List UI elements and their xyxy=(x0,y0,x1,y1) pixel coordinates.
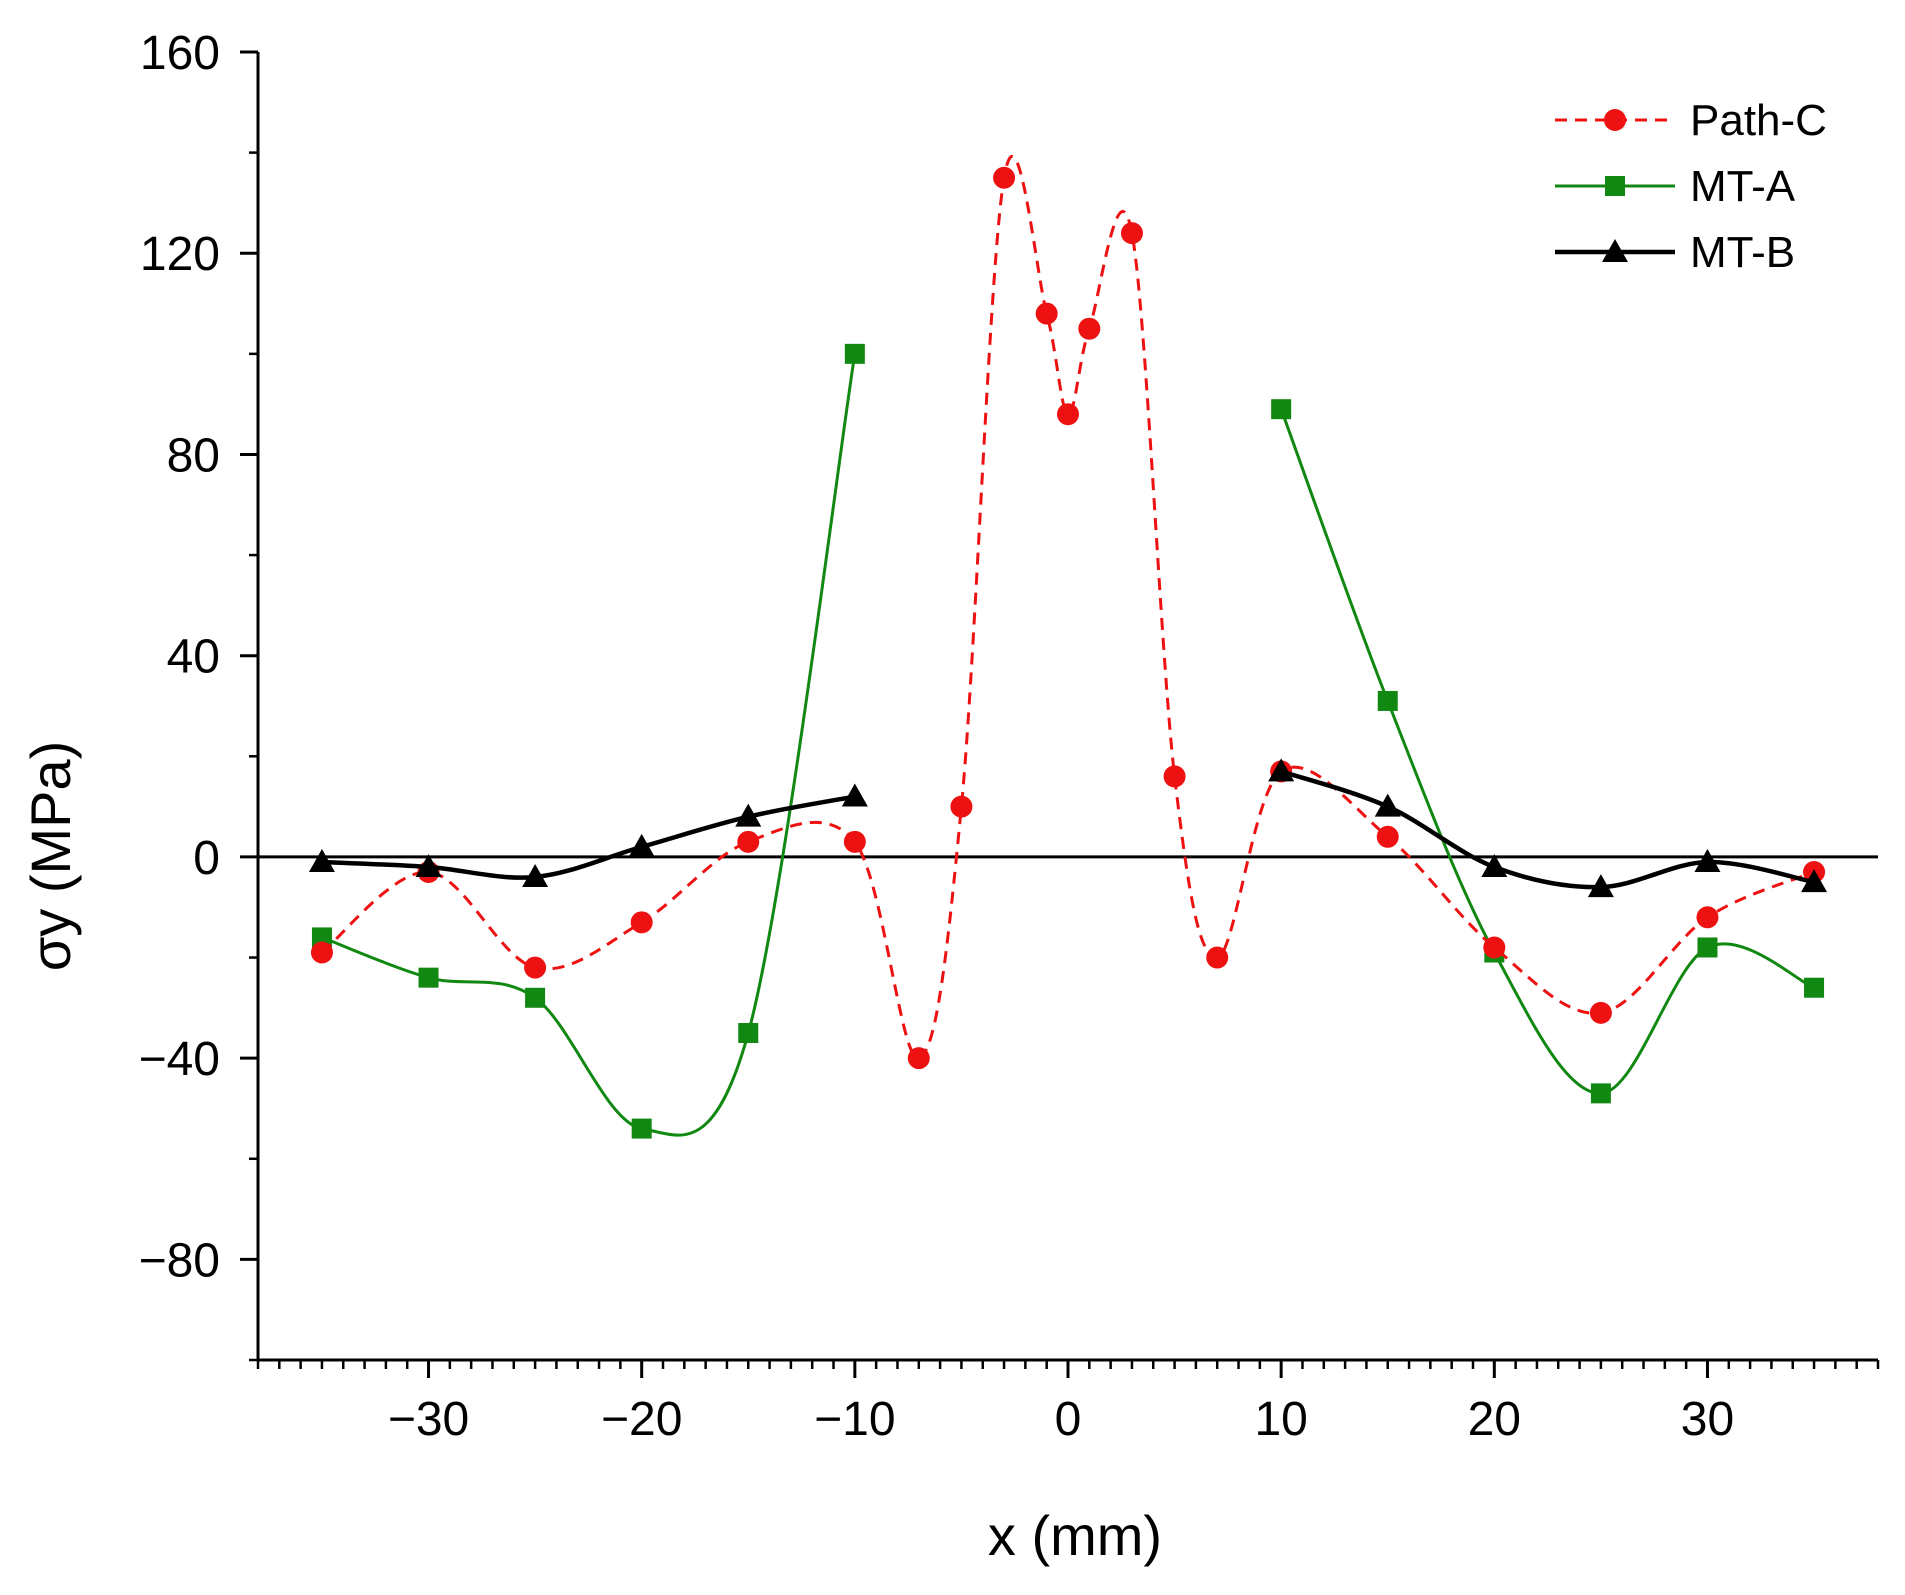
y-tick-label: 0 xyxy=(193,832,220,885)
data-point-mt-b xyxy=(1374,793,1401,817)
series-line-mt-b xyxy=(321,794,856,880)
data-point-path-c xyxy=(1163,765,1186,788)
series-path-c xyxy=(310,155,1826,1070)
data-point-path-c xyxy=(1078,317,1101,340)
data-point-mt-a xyxy=(1377,690,1398,711)
data-point-mt-b xyxy=(841,783,868,807)
x-tick-label: 20 xyxy=(1468,1393,1521,1446)
data-point-mt-a xyxy=(418,967,439,988)
legend-item-path-c: Path-C xyxy=(1555,96,1827,145)
legend: Path-C MT-A MT-B xyxy=(1555,96,1827,277)
legend-label-mt-b: MT-B xyxy=(1690,228,1795,277)
y-tick-label: 120 xyxy=(140,228,220,281)
data-point-path-c xyxy=(310,941,333,964)
data-point-mt-b xyxy=(1268,758,1295,782)
series-mt-b xyxy=(308,758,1828,898)
legend-label-path-c: Path-C xyxy=(1690,96,1827,145)
x-tick-label: −10 xyxy=(814,1393,895,1446)
series-line-path-c xyxy=(320,155,1815,1060)
x-axis-label: x (mm) xyxy=(988,1504,1162,1567)
data-point-mt-a xyxy=(525,987,546,1008)
ticks-layer: −30 −20 −10 0 10 20 30 −80 −40 0 40 80 120 160 xyxy=(139,27,1880,1446)
data-point-path-c xyxy=(843,830,866,853)
legend-marker-path-c xyxy=(1604,109,1626,131)
data-point-mt-b xyxy=(735,803,762,827)
data-point-path-c xyxy=(1057,403,1079,426)
x-tick-label: 10 xyxy=(1254,1393,1307,1446)
data-point-path-c xyxy=(1696,906,1719,929)
x-tick-label: −30 xyxy=(388,1393,469,1446)
series-line-mt-a xyxy=(321,353,857,1137)
data-point-path-c xyxy=(1483,936,1506,959)
data-point-path-c xyxy=(1206,946,1229,969)
data-point-path-c xyxy=(1120,222,1143,245)
data-point-mt-b xyxy=(1694,848,1721,872)
data-point-mt-a xyxy=(1590,1083,1611,1104)
y-tick-label: 80 xyxy=(167,429,220,482)
y-tick-label: 160 xyxy=(140,27,220,80)
data-point-mt-b xyxy=(522,864,549,888)
data-point-path-c xyxy=(630,911,653,934)
series-line-mt-a xyxy=(1279,408,1815,1095)
data-point-mt-a xyxy=(1697,937,1718,958)
legend-label-mt-a: MT-A xyxy=(1690,162,1796,211)
data-point-mt-a xyxy=(311,927,332,948)
data-point-mt-a xyxy=(631,1118,652,1139)
legend-item-mt-b: MT-B xyxy=(1555,228,1795,277)
data-point-mt-a xyxy=(738,1023,759,1043)
x-tick-label: −20 xyxy=(601,1393,682,1446)
y-tick-label: −80 xyxy=(139,1234,220,1287)
series-line-mt-b xyxy=(1280,769,1815,890)
data-point-mt-b xyxy=(1801,869,1828,893)
data-point-mt-b xyxy=(308,848,335,872)
data-point-path-c xyxy=(737,830,760,853)
data-point-mt-b xyxy=(1587,874,1614,898)
data-point-path-c xyxy=(524,956,547,979)
plot-frame xyxy=(256,52,1878,1362)
data-point-path-c xyxy=(1589,1001,1612,1024)
data-point-mt-a xyxy=(1804,977,1825,998)
legend-item-mt-a: MT-A xyxy=(1555,162,1796,211)
y-tick-label: −40 xyxy=(139,1033,220,1086)
data-point-path-c xyxy=(993,166,1016,189)
data-point-mt-a xyxy=(844,343,865,364)
series-layer xyxy=(308,155,1828,1139)
legend-marker-mt-a xyxy=(1605,176,1625,196)
x-tick-label: 0 xyxy=(1055,1393,1082,1446)
data-point-mt-a xyxy=(1271,399,1292,420)
y-axis-label: σy (MPa) xyxy=(19,741,82,972)
data-point-path-c xyxy=(950,795,973,818)
data-point-path-c xyxy=(1035,302,1058,325)
data-point-path-c xyxy=(1376,825,1399,848)
data-point-mt-b xyxy=(415,853,442,877)
data-point-mt-b xyxy=(628,833,655,857)
series-mt-a xyxy=(311,343,1825,1139)
x-tick-label: 30 xyxy=(1681,1393,1734,1446)
legend-marker-mt-b xyxy=(1602,239,1628,262)
data-point-mt-b xyxy=(1481,853,1508,877)
y-tick-label: 40 xyxy=(167,631,220,684)
data-point-path-c xyxy=(907,1047,930,1070)
